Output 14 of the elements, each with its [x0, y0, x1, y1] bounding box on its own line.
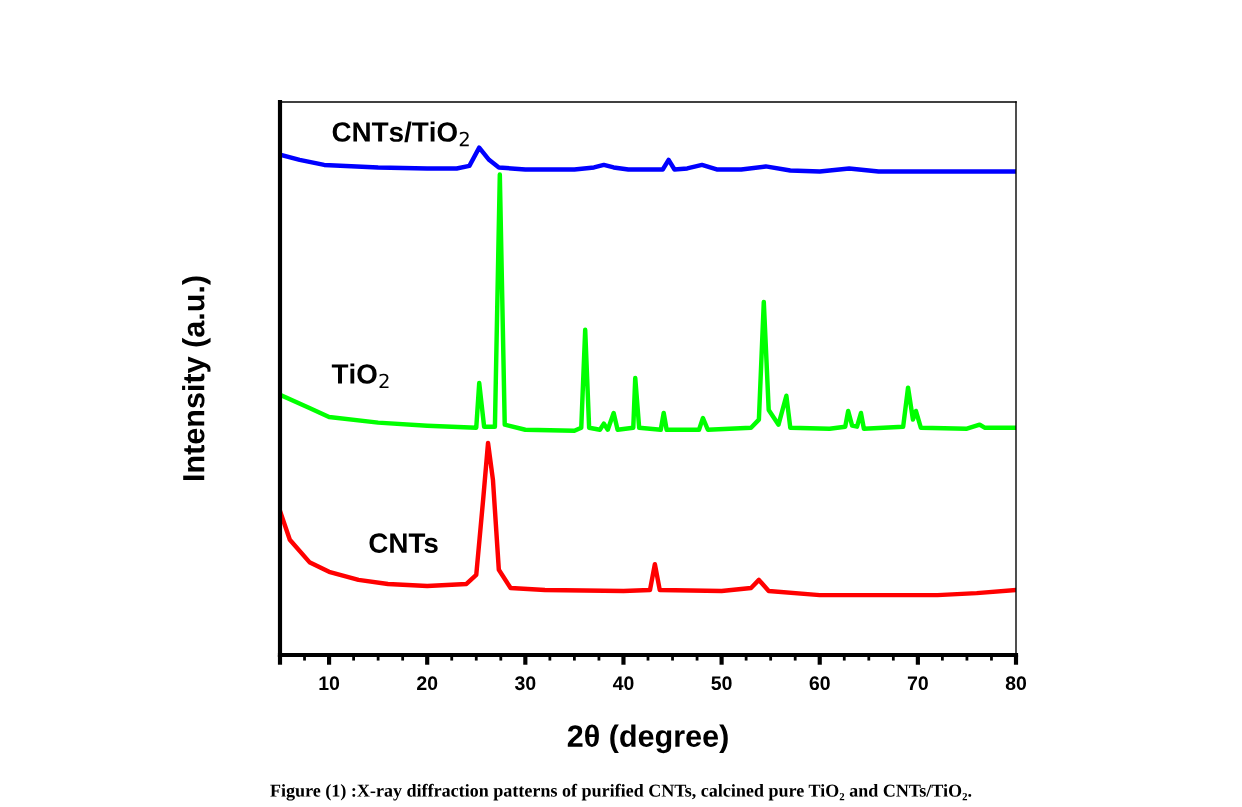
x-tick-label: 20: [417, 676, 438, 691]
x-axis-title: 2θ (degree): [567, 724, 728, 754]
series-label: CNTs: [369, 533, 438, 553]
x-tick-label: 10: [319, 676, 340, 691]
text: Figure (1) :X-ray diffraction patterns of purified CNTs, calcined pure TiO₂ and CNTs/TiO₂.: [270, 783, 972, 801]
y-axis-title: Intensity (a.u.): [182, 276, 211, 480]
x-tick-label: 50: [711, 676, 732, 691]
x-tick-label: 70: [907, 676, 928, 691]
x-tick-label: 80: [1005, 676, 1027, 691]
x-tick-label: 40: [612, 676, 634, 691]
series-label: CNTs/TiO$_{2}$: [332, 121, 469, 147]
x-tick-label: 60: [809, 676, 830, 691]
series-label: TiO$_{2}$: [331, 363, 389, 389]
x-tick-label: 30: [514, 676, 536, 691]
